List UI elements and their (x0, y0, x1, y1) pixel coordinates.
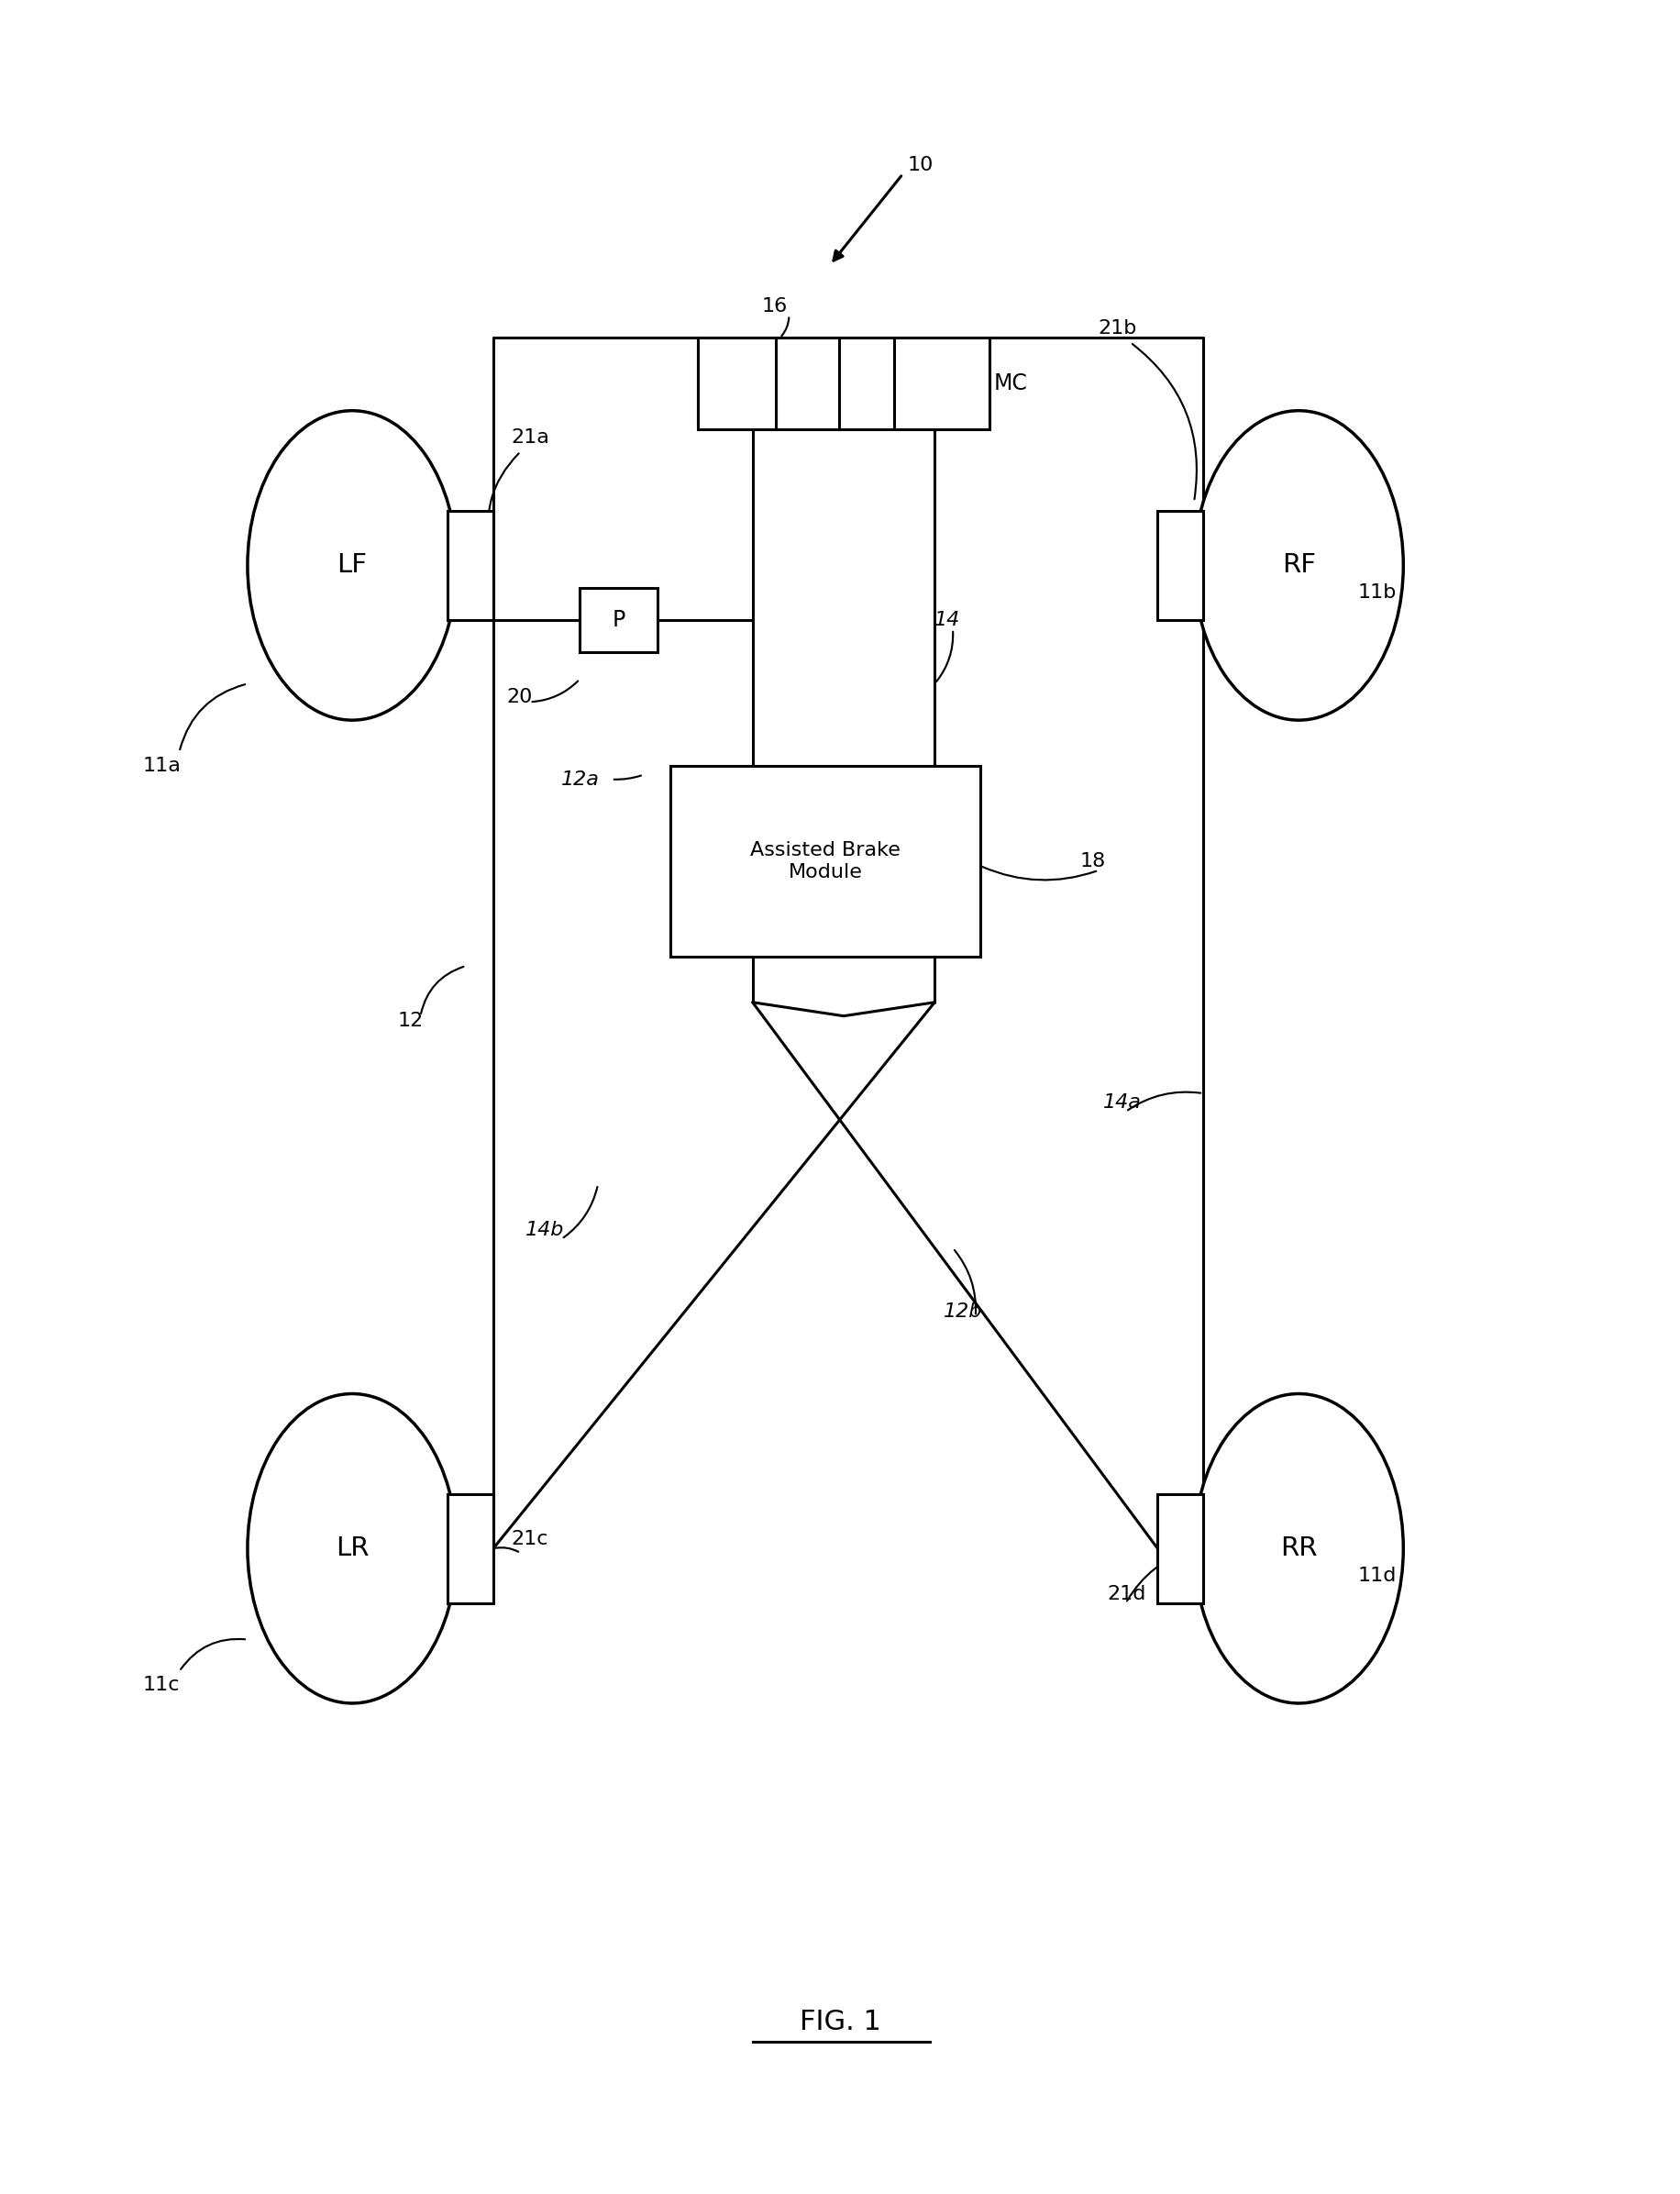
Text: 11b: 11b (1357, 584, 1396, 601)
Text: P: P (612, 610, 625, 632)
Text: RF: RF (1282, 553, 1315, 579)
Text: 12b: 12b (944, 1303, 983, 1321)
Text: FIG. 1: FIG. 1 (800, 2008, 880, 2036)
Text: 11a: 11a (143, 757, 181, 774)
Text: 21a: 21a (511, 428, 549, 448)
Bar (580, 588, 657, 652)
Text: 12a: 12a (561, 770, 600, 788)
Ellipse shape (247, 1393, 457, 1703)
Text: LF: LF (338, 553, 368, 579)
Text: 21c: 21c (511, 1529, 549, 1549)
Text: 14: 14 (934, 610, 961, 630)
Text: 20: 20 (507, 689, 533, 706)
Bar (697, 338, 990, 428)
Text: 10: 10 (907, 156, 934, 173)
Text: Assisted Brake
Module: Assisted Brake Module (751, 842, 900, 882)
Bar (1158, 511, 1203, 621)
Ellipse shape (247, 410, 457, 720)
Text: 12: 12 (398, 1011, 423, 1029)
Text: 21b: 21b (1099, 320, 1137, 338)
Bar (449, 511, 494, 621)
Text: MC: MC (995, 373, 1028, 395)
Text: 11d: 11d (1357, 1567, 1396, 1584)
Text: LR: LR (336, 1536, 370, 1562)
Ellipse shape (1194, 1393, 1403, 1703)
Text: 14b: 14b (526, 1220, 564, 1240)
Text: 21d: 21d (1107, 1584, 1146, 1604)
Bar (1158, 1494, 1203, 1604)
Text: 16: 16 (761, 296, 788, 316)
Text: 18: 18 (1080, 851, 1105, 871)
Bar (670, 766, 979, 957)
Text: RR: RR (1280, 1536, 1317, 1562)
Text: 14a: 14a (1104, 1093, 1141, 1112)
Ellipse shape (1194, 410, 1403, 720)
Text: 11c: 11c (143, 1676, 180, 1694)
Bar (449, 1494, 494, 1604)
